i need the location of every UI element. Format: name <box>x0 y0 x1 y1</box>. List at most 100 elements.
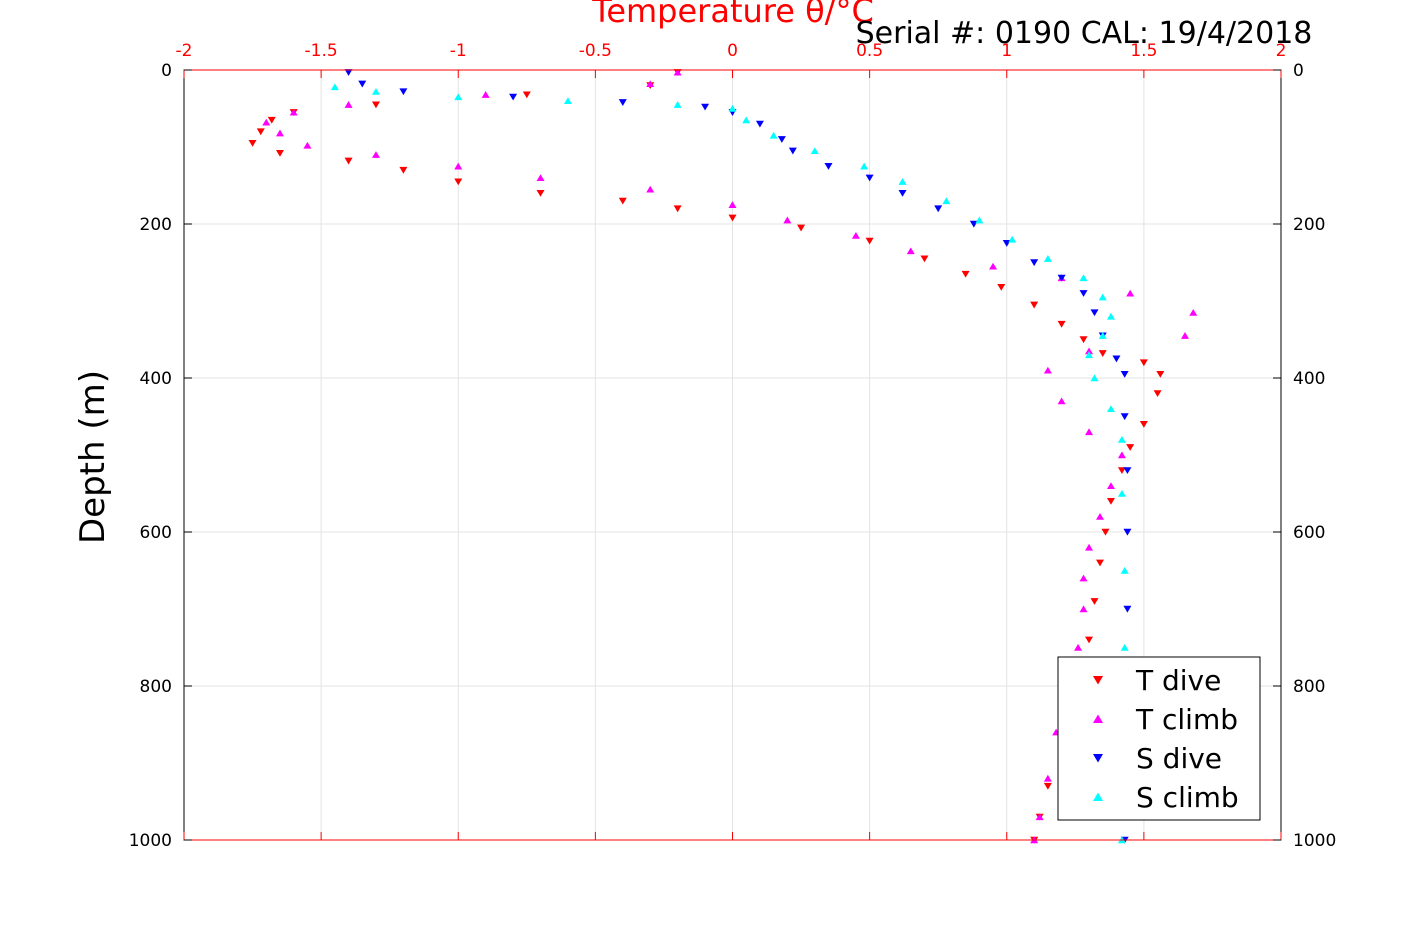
data-point <box>1095 513 1104 520</box>
data-point <box>646 185 655 193</box>
data-point <box>1057 397 1066 405</box>
data-point <box>728 201 737 208</box>
data-point <box>1074 643 1083 651</box>
legend-label: T dive <box>1135 664 1221 697</box>
legend-label: S climb <box>1136 781 1239 814</box>
data-point <box>1057 274 1066 282</box>
data-point <box>1030 301 1039 309</box>
legend-marker <box>1093 754 1103 763</box>
legend-box <box>1057 656 1261 821</box>
data-point <box>1120 643 1129 651</box>
y-tick-label-right: 800 <box>1293 677 1325 697</box>
x-tick-label: 0.5 <box>856 41 883 61</box>
data-point <box>728 214 737 222</box>
data-point <box>860 162 869 170</box>
data-point <box>1106 482 1115 489</box>
data-point <box>920 255 929 263</box>
data-point <box>1106 405 1115 412</box>
data-point <box>1120 370 1129 378</box>
data-point <box>1123 467 1132 474</box>
data-point <box>898 190 907 197</box>
data-point <box>646 80 655 88</box>
x-tick-label: 1.5 <box>1130 41 1157 61</box>
legend: T dive T climb S dive S climb <box>1057 656 1261 821</box>
y-tick-label-left: 200 <box>140 215 172 235</box>
y-tick-label-left: 1000 <box>129 831 172 851</box>
data-point <box>1189 308 1198 316</box>
legend-label: T climb <box>1135 703 1238 736</box>
data-point <box>1156 370 1165 378</box>
data-point <box>1085 636 1094 644</box>
data-point <box>618 197 627 205</box>
data-point <box>303 141 312 149</box>
data-point <box>1095 559 1104 567</box>
data-point <box>1079 574 1088 582</box>
series-t-climb <box>262 68 1198 844</box>
data-point <box>522 91 531 99</box>
data-point <box>797 224 806 232</box>
data-point <box>1090 309 1099 317</box>
data-point <box>536 174 545 181</box>
data-point <box>1079 290 1088 297</box>
data-point <box>399 88 408 96</box>
data-point <box>262 118 271 126</box>
x-axis-title: Temperature θ/°C <box>591 0 874 30</box>
data-point <box>1090 374 1099 382</box>
x-tick-label: -2 <box>176 41 193 61</box>
data-point <box>289 108 298 116</box>
data-point <box>673 68 682 76</box>
data-point <box>1057 320 1066 328</box>
data-point <box>989 262 998 270</box>
data-point <box>275 129 284 137</box>
legend-label: S dive <box>1136 742 1222 775</box>
data-point <box>256 128 265 136</box>
data-point <box>481 91 490 98</box>
y-tick-label-right: 200 <box>1293 215 1325 235</box>
legend-marker <box>1093 792 1103 801</box>
data-point <box>1112 355 1121 363</box>
y-tick-label-left: 600 <box>140 523 172 543</box>
data-point <box>1120 413 1129 421</box>
data-point <box>267 116 276 124</box>
data-point <box>1120 566 1129 574</box>
data-point <box>1117 436 1126 443</box>
data-point <box>1090 598 1099 605</box>
data-point <box>997 283 1006 291</box>
data-point <box>824 163 833 170</box>
data-point <box>1043 255 1052 262</box>
x-tick-label: -0.5 <box>579 41 612 61</box>
data-point <box>1098 350 1107 357</box>
y-tick-label-right: 400 <box>1293 369 1325 389</box>
x-tick-label: -1.5 <box>305 41 338 61</box>
data-point <box>701 103 710 111</box>
y-tick-label-left: 0 <box>161 61 172 81</box>
data-point <box>399 166 408 174</box>
data-point <box>673 205 682 213</box>
data-point <box>344 69 353 76</box>
data-point <box>1043 366 1052 374</box>
data-point <box>788 147 797 155</box>
data-point <box>1101 528 1110 536</box>
chart-title: Serial #: 0190 CAL: 19/4/2018 <box>856 16 1313 51</box>
data-point <box>810 147 819 155</box>
data-point <box>975 216 984 224</box>
legend-marker <box>1093 676 1103 685</box>
data-point <box>865 237 874 245</box>
y-tick-label-right: 1000 <box>1293 831 1336 851</box>
data-point <box>865 174 874 182</box>
y-tick-label-right: 600 <box>1293 523 1325 543</box>
data-point <box>1139 421 1148 428</box>
data-point <box>1139 359 1148 367</box>
data-point <box>1085 543 1094 551</box>
y-tick-label-left: 400 <box>140 369 172 389</box>
data-point <box>1126 444 1135 451</box>
data-point <box>1117 467 1126 474</box>
data-point <box>1106 312 1115 320</box>
data-point <box>371 101 380 109</box>
x-tick-label: 2 <box>1276 41 1287 61</box>
data-point <box>1079 336 1088 344</box>
legend-marker <box>1093 714 1103 723</box>
x-tick-label: 0 <box>727 41 738 61</box>
